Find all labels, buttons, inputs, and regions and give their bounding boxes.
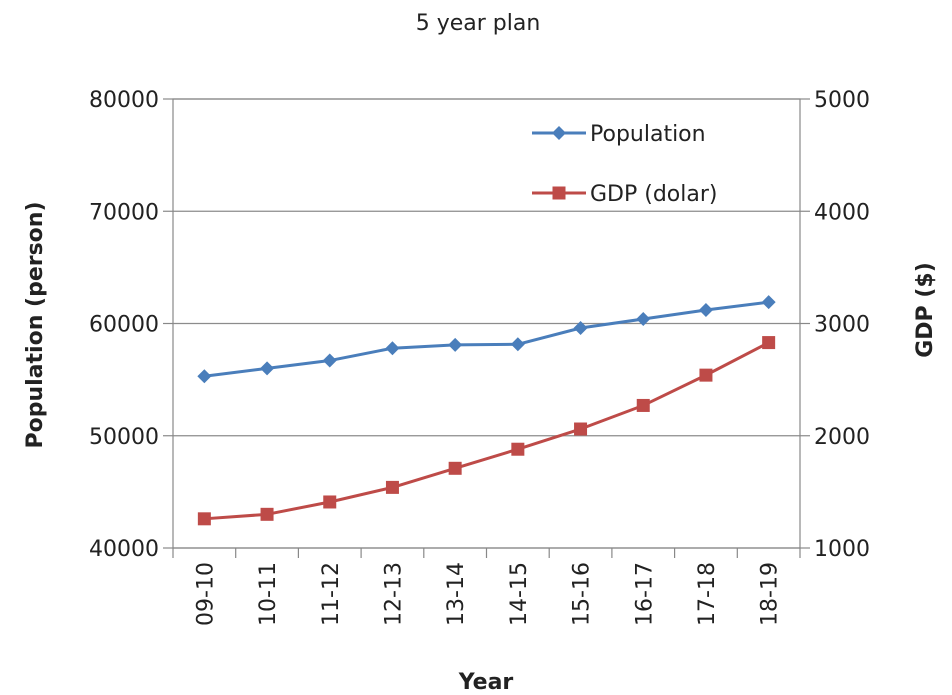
legend-swatch-marker (552, 126, 566, 140)
y-tick-label: 70000 (89, 200, 159, 225)
series-0-point (197, 369, 212, 384)
legend-swatch-marker (552, 186, 566, 200)
series-line-1 (204, 341, 770, 521)
x-tick-label: 11-12 (319, 562, 344, 626)
y-tick-label: 40000 (89, 537, 159, 562)
y2-tick-label: 4000 (814, 200, 870, 225)
series-markers (197, 295, 776, 526)
legend-label: Population (590, 122, 706, 147)
x-tick-label: 16-17 (632, 562, 657, 626)
y2-axis-label: GDP ($) (913, 262, 938, 358)
x-tick-label: 17-18 (695, 562, 720, 626)
chart-title: 5 year plan (416, 11, 541, 36)
series-1-point (762, 336, 776, 350)
series-1-point (385, 480, 399, 494)
series-1-point (197, 512, 211, 526)
series-0-point (636, 312, 651, 327)
x-tick-label: 15-16 (570, 562, 595, 626)
x-axis-label: Year (458, 670, 514, 695)
series-0-point (761, 295, 776, 310)
series-1-point (699, 368, 713, 382)
x-axis-ticks: 09-10 10-11 11-12 12-13 13-14 14-15 15-16 16-17… (172, 548, 801, 626)
y-tick-label: 80000 (89, 88, 159, 113)
series-1-point (574, 422, 588, 436)
right-axis-ticks: 1000 2000 3000 4000 5000 (800, 88, 870, 562)
x-tick-label: 09-10 (193, 562, 218, 626)
y2-tick-label: 2000 (814, 425, 870, 450)
series-0-point (260, 361, 275, 376)
x-tick-label: 13-14 (444, 562, 469, 626)
x-tick-label: 14-15 (507, 562, 532, 626)
x-tick-label: 10-11 (256, 562, 281, 626)
series-1-point (511, 442, 525, 456)
y2-tick-label: 1000 (814, 537, 870, 562)
x-tick-label: 12-13 (381, 562, 406, 626)
y2-tick-label: 3000 (814, 313, 870, 338)
series-0-point (510, 337, 525, 352)
y2-tick-label: 5000 (814, 88, 870, 113)
series-1-point (636, 398, 650, 412)
series-line-0 (204, 300, 769, 378)
series-0-point (322, 353, 337, 368)
left-axis-ticks: 40000 50000 60000 70000 80000 (89, 88, 173, 562)
series-1-point (448, 461, 462, 475)
x-tick-label: 18-19 (758, 562, 783, 626)
y-axis-label: Population (person) (23, 201, 48, 448)
series-0-point (448, 337, 463, 352)
series-lines (204, 300, 770, 521)
series-0-point (698, 303, 713, 318)
gridlines (173, 98, 800, 549)
y-tick-label: 60000 (89, 313, 159, 338)
series-1-point (323, 495, 337, 509)
legend: Population GDP (dolar) (532, 122, 717, 207)
series-0-point (385, 341, 400, 356)
series-1-point (260, 507, 274, 521)
series-0-point (573, 320, 588, 335)
y-tick-label: 50000 (89, 425, 159, 450)
legend-label: GDP (dolar) (590, 182, 717, 207)
